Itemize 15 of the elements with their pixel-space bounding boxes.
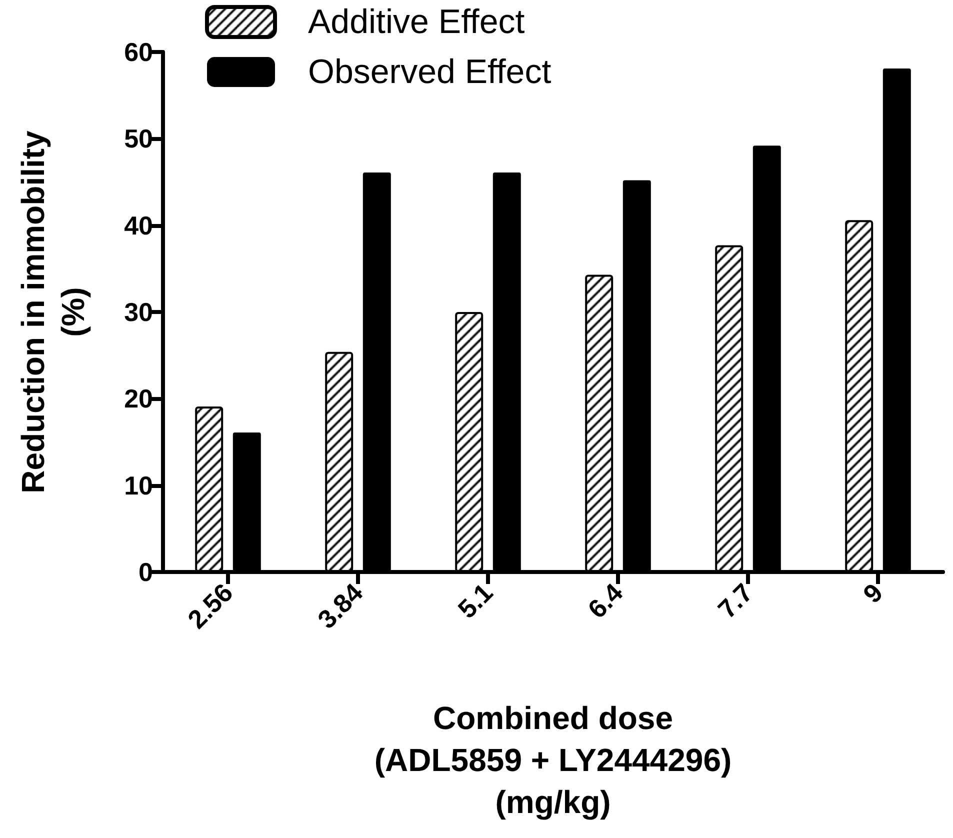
x-axis-title: Combined dose (ADL5859 + LY2444296) (mg/kg) [374,700,732,820]
y-tick-label: 10 [124,470,153,500]
legend-label: Additive Effect [308,3,526,41]
y-axis-title: Reduction in immobility (%) [15,130,91,494]
y-tick-label: 60 [124,37,153,67]
y-tick-label: 30 [124,297,153,327]
y-tick-label: 20 [124,384,153,414]
x-tick-label: 6.4 [582,577,629,624]
x-tick-label: 7.7 [712,577,759,624]
y-tick-label: 50 [124,124,153,154]
y-tick-label: 0 [138,557,153,587]
legend-label: Observed Effect [308,53,552,91]
x-tick-label: 5.1 [452,577,499,624]
y-tick-label: 40 [124,210,153,240]
x-tick-label: 9 [857,577,889,609]
